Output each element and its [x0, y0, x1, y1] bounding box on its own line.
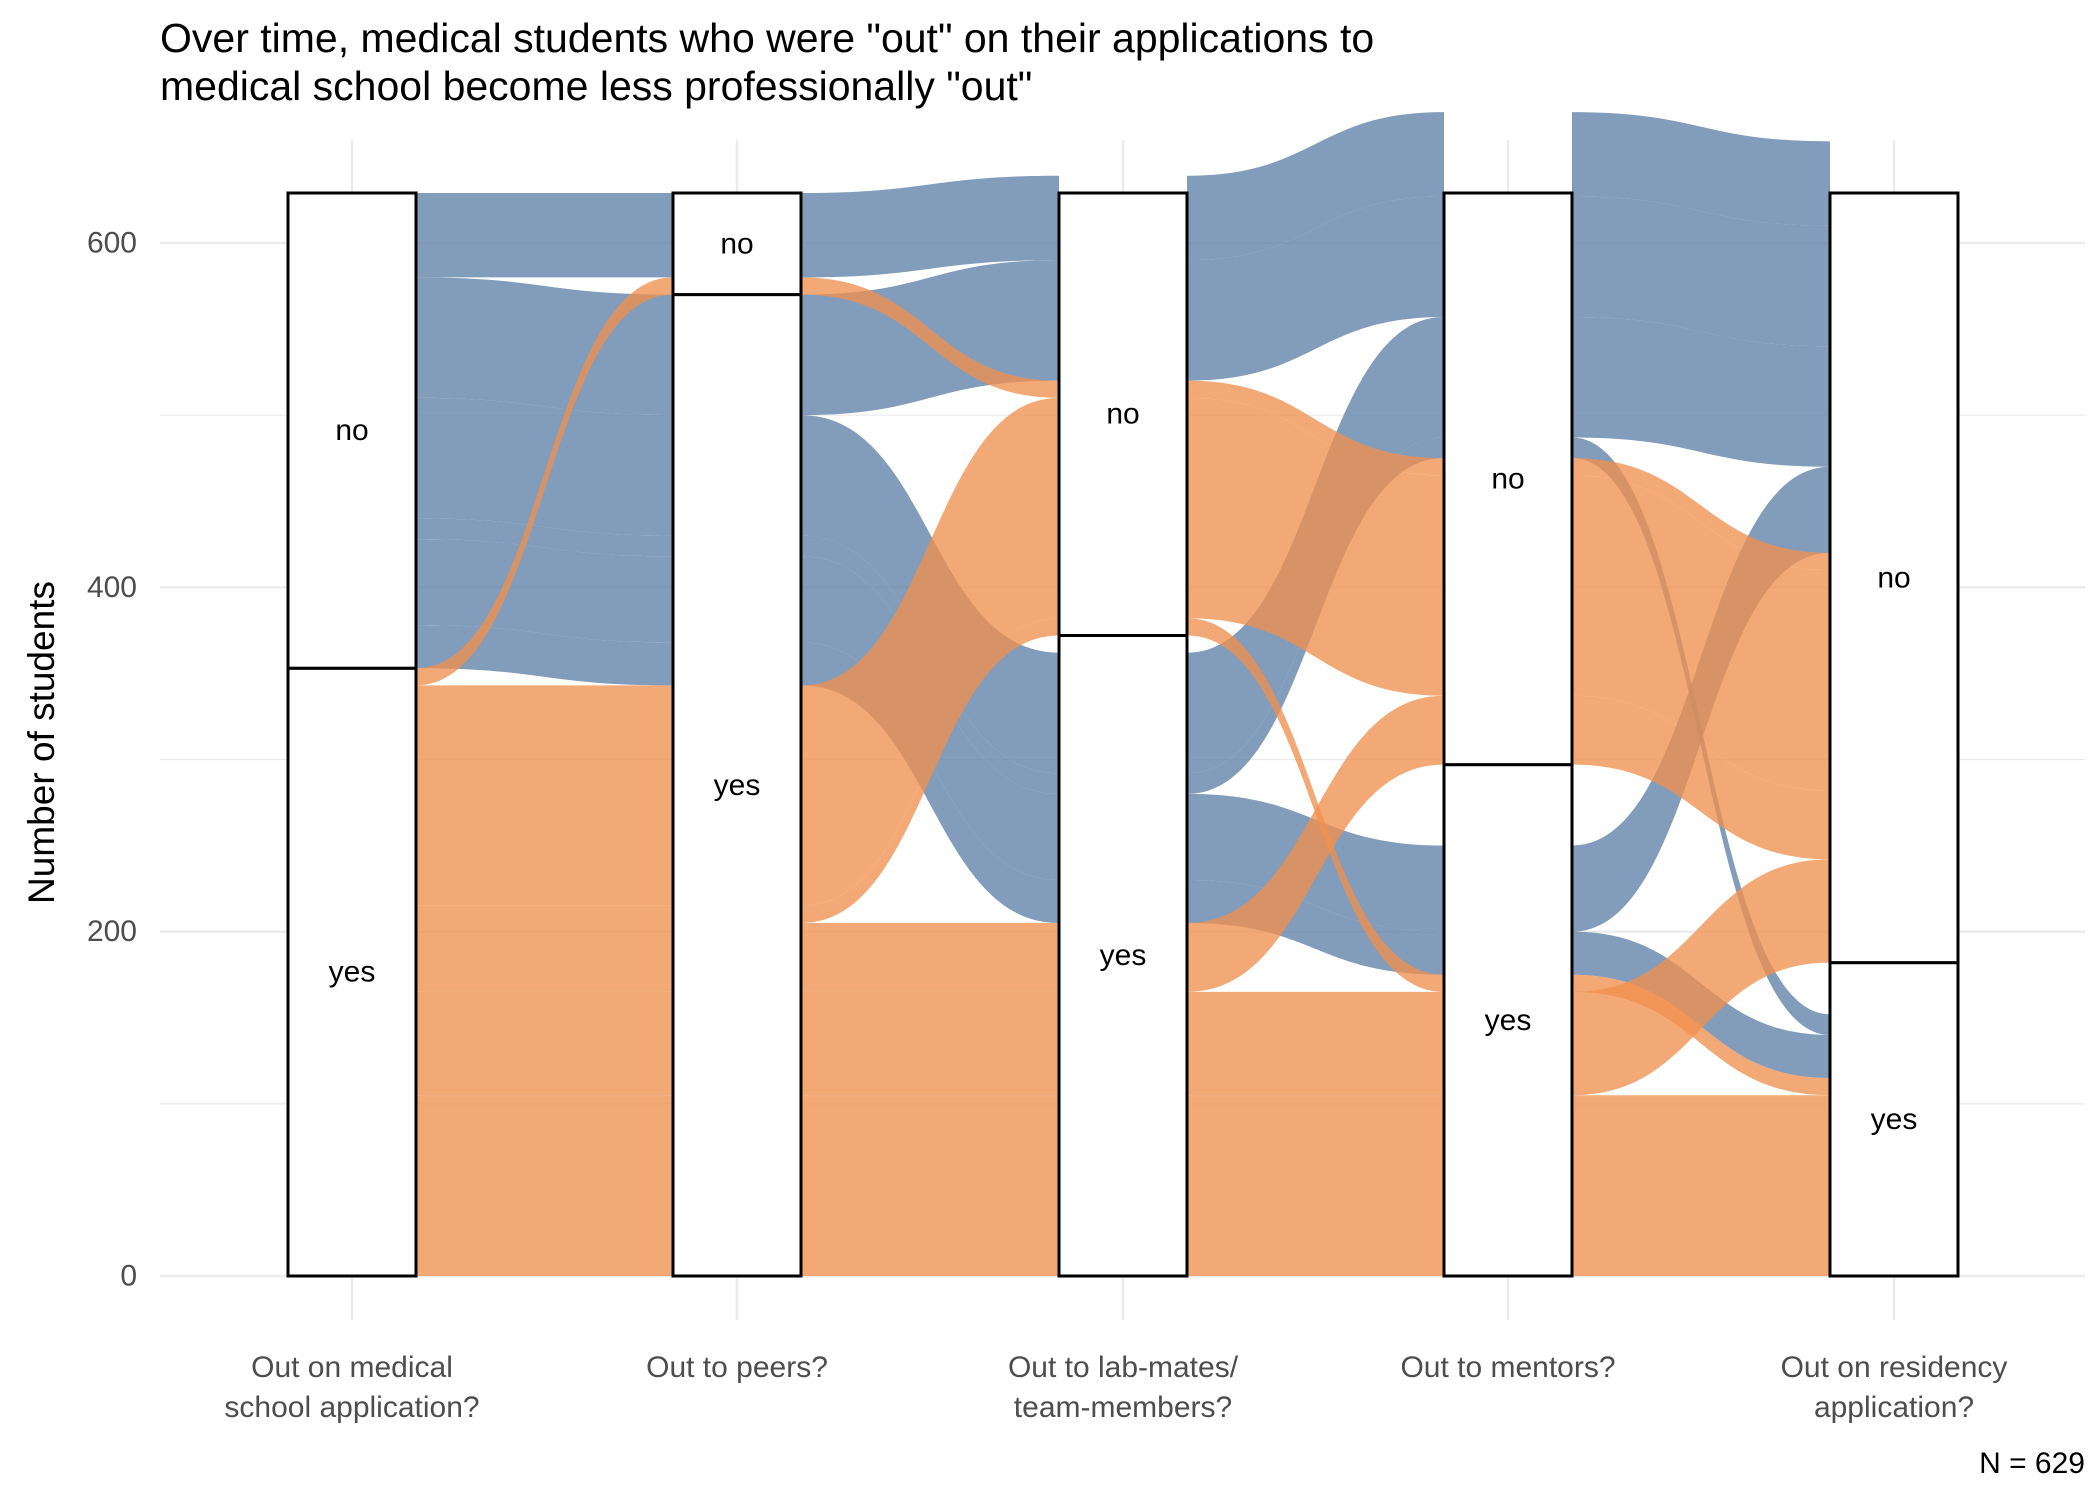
stratum-label-axis-2-no: no: [720, 227, 753, 260]
stratum-box-axis-5-yes: [1828, 961, 1960, 1278]
flow-ribbon-yes-0-seg-3: [1187, 1095, 1444, 1276]
flow-ribbon-no-8-seg-1: [416, 397, 673, 536]
stratum-box-axis-4-yes: [1442, 763, 1574, 1278]
stratum-box-axis-4-no: [1442, 191, 1574, 767]
caption-sample-size: N = 629: [1979, 1447, 2085, 1480]
flow-ribbon-yes-4-seg-3: [1187, 397, 1444, 696]
flow-ribbon-yes-3-seg-3: [1187, 618, 1444, 992]
stratum-box-axis-2-no: [671, 191, 803, 297]
strata-boxes: yes no yes no yes no yes no yes no: [286, 191, 1960, 1278]
flow-ribbon-yes-4-seg-2: [801, 397, 1059, 906]
stratum-box-axis-3-no: [1057, 191, 1189, 637]
x-axis-label-2-line-1: Out to peers?: [646, 1351, 828, 1384]
flow-ribbon-no-11-seg-1: [416, 193, 673, 278]
stratum-label-axis-1-no: no: [335, 414, 368, 447]
x-axis-label-3-line-1: Out to lab-mates/: [1008, 1351, 1239, 1384]
flow-ribbon-yes-3-seg-4: [1572, 974, 1830, 1096]
stratum-label-axis-4-yes: yes: [1485, 1004, 1532, 1037]
flow-ribbon-yes-1-seg-3: [1187, 991, 1444, 1096]
chart-title-line-1: Over time, medical students who were "ou…: [160, 15, 1375, 61]
flow-ribbon-yes-5-seg-3: [1187, 380, 1444, 476]
stratum-label-axis-2-yes: yes: [714, 769, 761, 802]
flow-ribbon-yes-1-seg-4: [1572, 859, 1830, 1096]
flow-ribbons: [416, 112, 1830, 1276]
x-axis-label-1-line-1: Out on medical: [251, 1351, 453, 1384]
flow-ribbon-yes-5-seg-4: [1572, 458, 1830, 571]
y-axis-title: Number of students: [21, 581, 62, 904]
x-axis-label-5-line-2: application?: [1814, 1391, 1974, 1424]
flow-ribbon-yes-0-seg-4: [1572, 1095, 1830, 1276]
x-axis-label-1-line-2: school application?: [224, 1391, 479, 1424]
flow-ribbon-no-7-seg-1: [416, 539, 673, 643]
flow-ribbon-yes-3-seg-1: [416, 905, 673, 924]
flow-ribbon-no-11-seg-2: [801, 175, 1059, 278]
flow-ribbon-no-10-seg-4: [1572, 196, 1830, 347]
x-axis-label-4-line-1: Out to mentors?: [1400, 1351, 1615, 1384]
y-tick-label: 400: [87, 571, 137, 604]
x-axis-label-3-line-2: team-members?: [1014, 1391, 1232, 1424]
stratum-box-axis-5-no: [1828, 191, 1960, 965]
stratum-label-axis-5-yes: yes: [1871, 1103, 1918, 1136]
flow-ribbon-yes-5-seg-1: [416, 277, 673, 686]
stratum-label-axis-3-no: no: [1106, 398, 1139, 431]
flow-ribbon-no-11-seg-4: [1572, 112, 1830, 226]
flow-ribbon-no-9-seg-1: [416, 518, 673, 557]
axis-labels: 0 200 400 600 Number of students Out on medic…: [21, 226, 2085, 1480]
flow-ribbon-yes-2-seg-1: [416, 923, 673, 992]
y-tick-label: 0: [120, 1260, 137, 1293]
stratum-box-axis-3-yes: [1057, 633, 1189, 1278]
flow-ribbon-yes-0-seg-1: [416, 1095, 673, 1276]
stratum-label-axis-3-yes: yes: [1100, 939, 1147, 972]
flow-ribbon-yes-3-seg-2: [801, 618, 1059, 924]
flow-ribbon-no-6-seg-2: [801, 642, 1059, 924]
y-tick-label: 200: [87, 915, 137, 948]
flow-ribbon-yes-2-seg-4: [1572, 695, 1830, 860]
flow-ribbon-yes-2-seg-3: [1187, 695, 1444, 992]
flow-ribbon-no-10-seg-3: [1187, 196, 1444, 381]
stratum-label-axis-4-no: no: [1491, 462, 1524, 495]
flow-ribbon-no-11-seg-3: [1187, 112, 1444, 261]
chart-title: Over time, medical students who were "ou…: [160, 14, 1960, 110]
stratum-label-axis-5-no: no: [1877, 561, 1910, 594]
flow-ribbon-yes-1-seg-1: [416, 991, 673, 1096]
stratum-box-axis-1-no: [286, 191, 418, 670]
flow-ribbon-yes-4-seg-1: [416, 685, 673, 906]
flow-ribbon-yes-2-seg-2: [801, 923, 1059, 992]
flow-ribbon-yes-0-seg-2: [801, 1095, 1059, 1276]
stratum-label-axis-1-yes: yes: [329, 956, 376, 989]
y-tick-label: 600: [87, 226, 137, 259]
flow-ribbon-yes-5-seg-2: [801, 277, 1059, 398]
stratum-box-axis-1-yes: [286, 666, 418, 1278]
flow-ribbon-yes-4-seg-4: [1572, 475, 1830, 791]
flow-ribbon-yes-1-seg-2: [801, 991, 1059, 1096]
x-axis-label-5-line-1: Out on residency: [1781, 1351, 2008, 1384]
flow-ribbon-no-10-seg-1: [416, 277, 673, 416]
chart-title-line-2: medical school become less professionall…: [160, 63, 1033, 109]
flow-ribbon-no-8-seg-4: [1572, 316, 1830, 467]
